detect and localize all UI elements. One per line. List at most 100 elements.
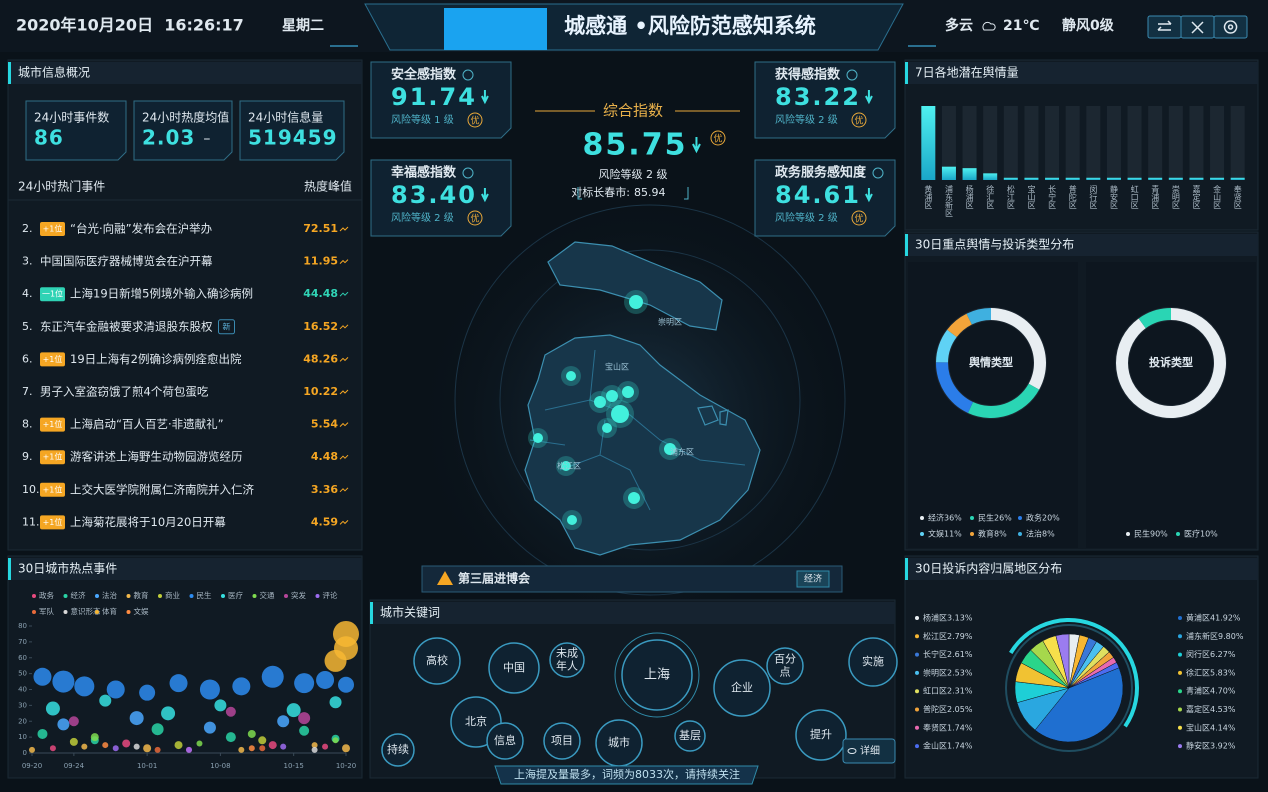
bar	[1189, 177, 1204, 180]
bubble	[37, 728, 48, 739]
header-button[interactable]	[1213, 15, 1248, 39]
x-tick-label: 青浦区	[1151, 184, 1160, 209]
bar-track	[1106, 106, 1121, 180]
index-label: 获得感指数	[775, 67, 841, 83]
bar-track	[941, 106, 956, 180]
legend-value: 10%	[1200, 530, 1218, 539]
map-hotspot	[533, 433, 543, 443]
bubble	[203, 721, 216, 734]
bar	[1210, 177, 1225, 180]
x-tick-label: 10-20	[336, 762, 356, 770]
card-label: 24小时热度均值	[142, 110, 229, 125]
trend-icon	[339, 422, 349, 427]
keyword: 中国	[503, 661, 525, 674]
legend-label: 评论	[323, 590, 338, 600]
bubble	[49, 745, 56, 752]
district-label: 浦东区	[670, 447, 694, 457]
bubble	[333, 620, 359, 647]
bubble	[161, 706, 176, 721]
keyword: 项目	[551, 734, 573, 747]
bar	[1024, 177, 1039, 180]
index-value: 83.40	[391, 181, 477, 209]
bar	[1106, 177, 1121, 180]
bubble	[102, 742, 109, 749]
index-card	[370, 61, 512, 139]
x-tick-label: 虹口区	[1130, 185, 1139, 209]
bar-track	[1127, 106, 1142, 180]
map-hotspot	[664, 443, 676, 455]
detail-button[interactable]	[842, 738, 896, 764]
bubble	[196, 740, 203, 747]
composite-risk: 风险等级 2 级	[599, 167, 668, 181]
donut-title: 投诉类型	[1149, 355, 1193, 369]
keyword-bubble	[713, 659, 771, 717]
keyword: 提升	[810, 728, 832, 741]
bubble	[81, 743, 88, 750]
bubble	[232, 677, 251, 696]
donut-title: 舆情类型	[969, 355, 1013, 369]
alert-tag: 经济	[804, 573, 822, 585]
legend-dot	[1178, 689, 1182, 694]
card-value: 2.03	[142, 126, 195, 150]
bar-track	[962, 106, 977, 180]
bubble	[52, 670, 75, 693]
bubble	[294, 673, 315, 694]
bubble	[247, 729, 256, 738]
page-title: 城感通 •风险防范感知系统	[564, 14, 816, 38]
legend-label: 突发	[291, 590, 306, 600]
bubble	[154, 746, 161, 753]
event-rank: 8.	[22, 418, 33, 431]
keyword-bubble	[766, 647, 804, 685]
down-arrow-icon	[692, 137, 701, 154]
y-tick-label: 60	[18, 654, 27, 662]
bubble	[298, 712, 311, 725]
event-value: 44.48	[303, 287, 338, 300]
pie-slice	[936, 362, 973, 413]
event-tag-bg	[40, 222, 65, 236]
bubble	[74, 676, 95, 697]
section-title: 30日城市热点事件	[18, 561, 117, 576]
trend-icon	[339, 226, 349, 232]
trend-icon	[339, 487, 349, 493]
map-hotspot	[611, 405, 629, 423]
header-button[interactable]	[1147, 15, 1182, 39]
legend-dot	[284, 594, 288, 598]
keyword: 基层	[679, 729, 701, 742]
map-islet	[697, 405, 729, 426]
bubble	[143, 744, 152, 753]
legend-value: 2.31%	[947, 687, 973, 696]
index-risk: 风险等级 2 级	[775, 211, 838, 224]
legend-dot	[189, 594, 194, 598]
legend-dot	[915, 689, 919, 694]
bubble	[199, 679, 220, 700]
bubble	[316, 670, 335, 689]
legend-dot	[32, 610, 36, 614]
x-tick-label: 09-24	[64, 762, 85, 770]
x-tick-label: 松江区	[1006, 184, 1015, 209]
bubble	[90, 733, 99, 742]
card-trend: –	[203, 131, 210, 147]
legend-label: 崇明区	[923, 668, 947, 677]
legend-label: 金山区	[923, 741, 947, 751]
bubble	[122, 739, 131, 748]
map-hotspot	[602, 423, 612, 433]
event-title: “台光·向融”发布会在沪举办	[70, 222, 213, 236]
legend-label: 松江区	[923, 631, 947, 641]
bar-track	[1148, 106, 1163, 180]
event-value: 48.26	[303, 352, 338, 365]
grade-text: 优	[470, 213, 479, 225]
bubble	[214, 699, 227, 712]
legend-label: 体育	[102, 606, 117, 616]
legend-dot	[158, 594, 162, 598]
legend-label: 意识形态	[71, 606, 101, 616]
trend-icon	[339, 357, 349, 362]
pie-slice	[936, 329, 957, 363]
bar-track	[1210, 106, 1225, 180]
index-label: 政务服务感知度	[775, 165, 867, 181]
map-hotspot	[566, 371, 576, 381]
bubble	[68, 716, 79, 727]
legend-label: 宝山区	[1186, 722, 1210, 732]
keyword: 持续	[387, 742, 409, 756]
x-tick-label: 金山区	[1213, 184, 1222, 209]
x-tick-label: 10-01	[137, 762, 157, 770]
